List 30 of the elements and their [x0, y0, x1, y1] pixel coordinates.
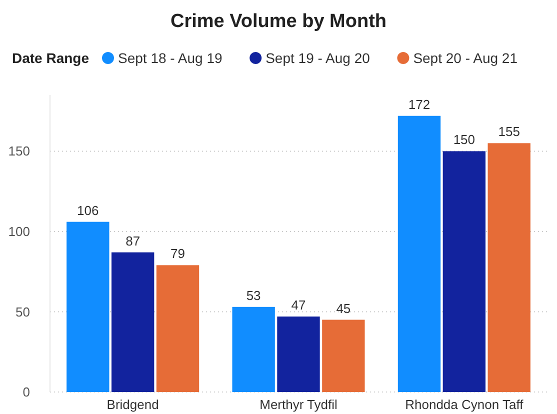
data-label: 106	[77, 202, 99, 218]
y-tick-label: 100	[8, 224, 30, 240]
data-label: 155	[498, 124, 520, 140]
legend-label: Sept 19 - Aug 20	[266, 50, 370, 66]
x-tick-label: Merthyr Tydfil	[260, 397, 338, 412]
bar	[322, 320, 365, 392]
y-tick-label: 0	[22, 384, 30, 400]
bar	[277, 316, 320, 392]
bar	[488, 143, 530, 392]
legend-title: Date Range	[12, 50, 90, 66]
x-tick-label: Rhondda Cynon Taff	[405, 397, 524, 412]
y-tick-label: 50	[16, 304, 30, 320]
legend-label: Sept 18 - Aug 19	[118, 50, 223, 66]
legend-label: Sept 20 - Aug 21	[413, 50, 518, 66]
bar	[66, 222, 110, 392]
data-label: 53	[246, 288, 261, 303]
data-label: 150	[453, 132, 476, 148]
bar	[232, 306, 275, 392]
x-tick-label: Bridgend	[106, 397, 159, 412]
bar	[398, 116, 441, 392]
bar	[156, 265, 200, 392]
bar	[442, 151, 486, 392]
data-label: 79	[170, 246, 185, 262]
data-label: 172	[408, 96, 430, 112]
y-tick-label: 150	[8, 144, 30, 159]
data-label: 45	[336, 300, 351, 316]
bar	[111, 252, 154, 392]
data-label: 87	[126, 233, 140, 248]
chart-title: Crime Volume by Month	[170, 11, 387, 32]
data-label: 47	[291, 298, 306, 313]
